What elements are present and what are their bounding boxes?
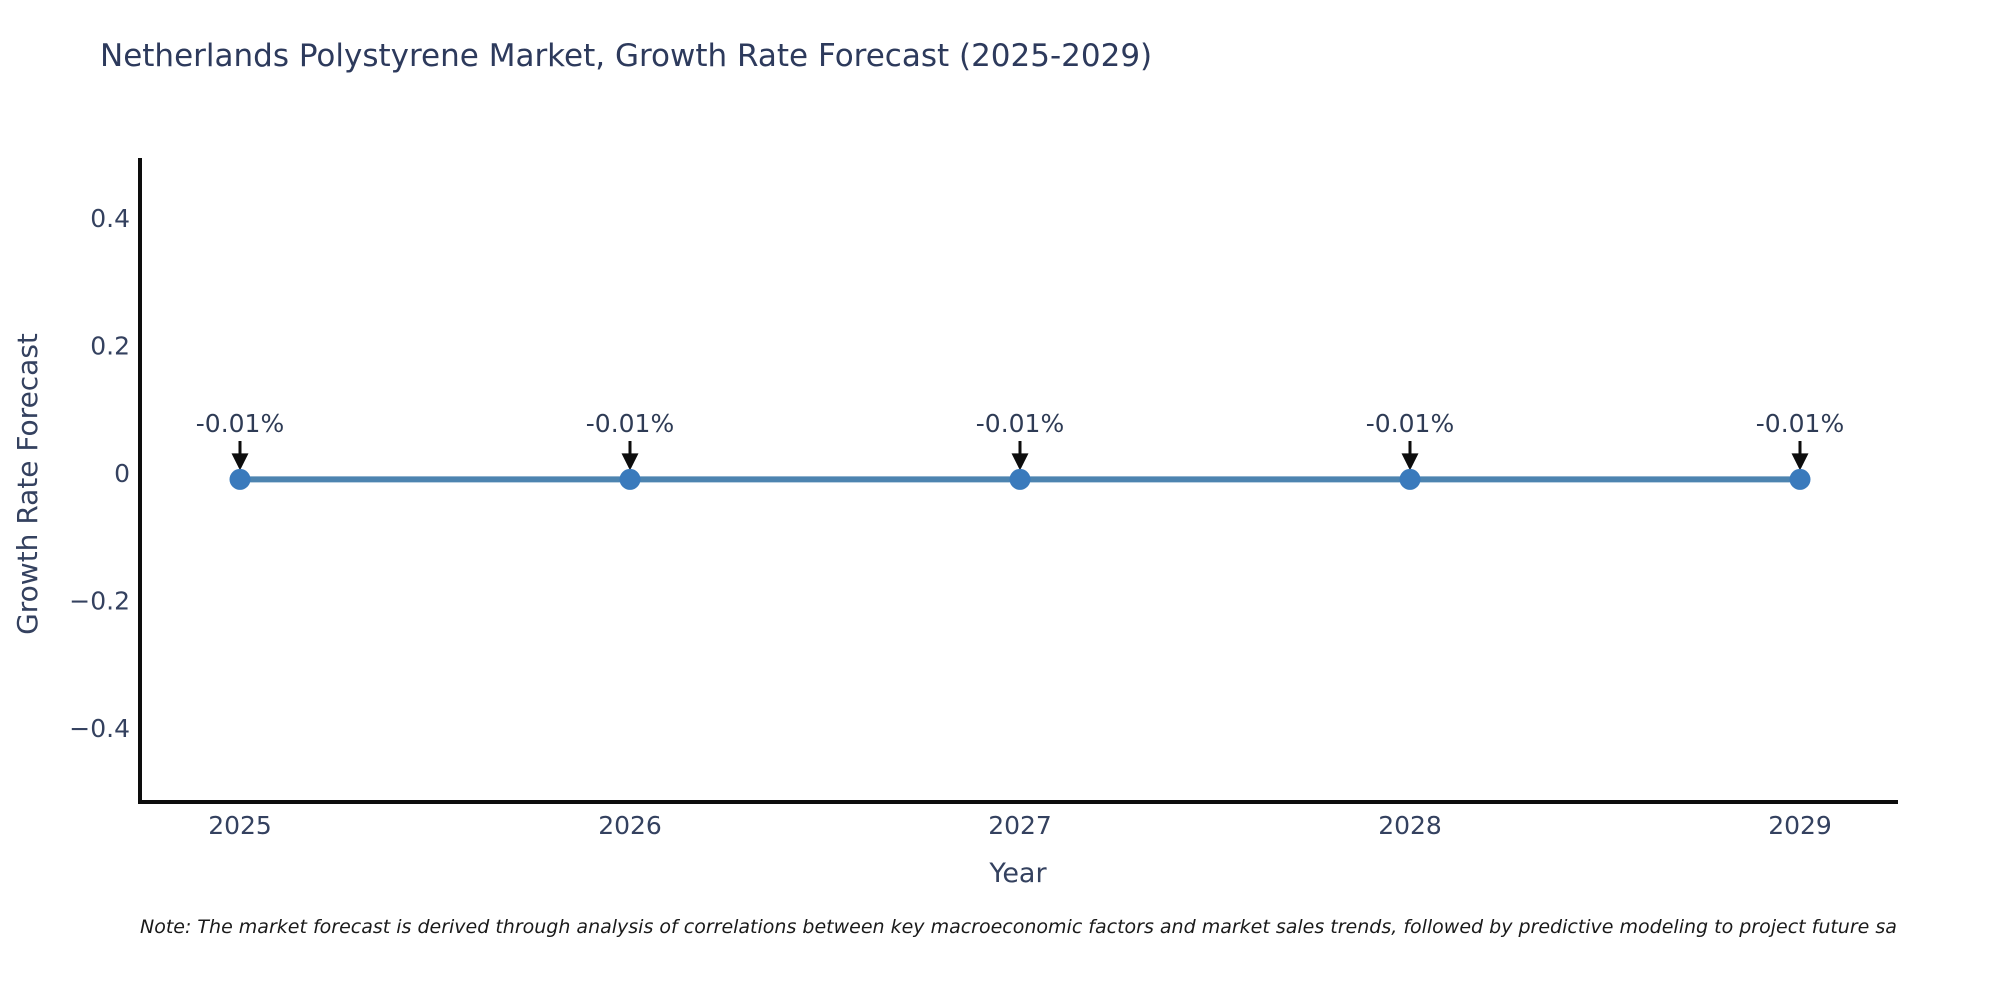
annotation-label: -0.01% [586, 409, 674, 438]
y-tick-label: −0.4 [69, 714, 130, 743]
x-tick-label: 2026 [598, 811, 662, 840]
x-tick-label: 2029 [1768, 811, 1832, 840]
x-tick-label: 2028 [1378, 811, 1442, 840]
annotation-arrow-head [1791, 453, 1809, 471]
data-point-marker [619, 468, 641, 490]
annotation-label: -0.01% [1756, 409, 1844, 438]
y-tick-label: 0.2 [90, 332, 130, 361]
chart-title: Netherlands Polystyrene Market, Growth R… [100, 38, 1153, 74]
annotation-label: -0.01% [976, 409, 1064, 438]
data-point-marker [1399, 468, 1421, 490]
annotation-label: -0.01% [1366, 409, 1454, 438]
chart-note: Note: The market forecast is derived thr… [140, 916, 1897, 938]
y-tick-label: 0.4 [90, 204, 130, 233]
y-axis-spine [138, 158, 142, 804]
annotation-label: -0.01% [196, 409, 284, 438]
x-tick-label: 2027 [988, 811, 1052, 840]
y-tick-label: −0.2 [69, 587, 130, 616]
x-axis-spine [138, 800, 1898, 804]
annotation-arrow-head [1401, 453, 1419, 471]
annotation-arrow-head [1011, 453, 1029, 471]
annotation-arrow-head [231, 453, 249, 471]
data-point-marker [1009, 468, 1031, 490]
data-point-marker [229, 468, 251, 490]
x-tick-label: 2025 [208, 811, 272, 840]
annotation-arrow-head [621, 453, 639, 471]
y-tick-label: 0 [114, 459, 130, 488]
data-point-marker [1789, 468, 1811, 490]
x-axis-title: Year [989, 858, 1047, 889]
